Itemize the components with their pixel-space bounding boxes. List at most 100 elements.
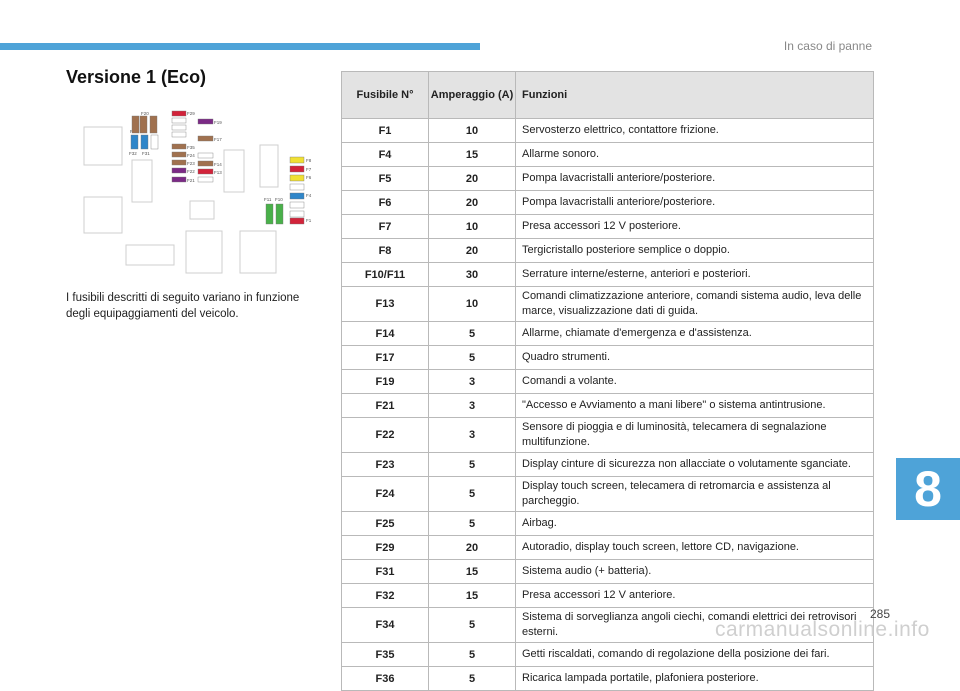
fuse-number-cell: F31: [341, 559, 429, 584]
fuse-number-cell: F5: [341, 166, 429, 191]
fuse-number-cell: F6: [341, 190, 429, 215]
function-cell: Pompa lavacristalli anteriore/posteriore…: [515, 190, 874, 215]
fuse-number-cell: F25: [341, 511, 429, 536]
table-row: F13 10 Comandi climatizzazione anteriore, …: [341, 286, 874, 322]
diagram-label-F1: F1: [306, 218, 312, 223]
function-cell: Airbag.: [515, 511, 874, 536]
fuse-number-cell: F7: [341, 214, 429, 239]
diagram-label-F6: F6: [306, 175, 312, 180]
table-row: F23 5 Display cinture di sicurezza non all…: [341, 452, 874, 477]
diagram-label-F19: F19: [214, 120, 222, 125]
function-cell: Servosterzo elettrico, contattore frizio…: [515, 118, 874, 143]
table-row: F7 10 Presa accessori 12 V posteriore.: [341, 214, 874, 239]
diagram-label-F24: F24: [187, 153, 195, 158]
table-row: F21 3 "Accesso e Avviamento a mani libere"…: [341, 393, 874, 418]
fuse-number-cell: F14: [341, 321, 429, 346]
amperage-cell: 10: [428, 214, 516, 239]
diagram-label-F14: F14: [214, 162, 222, 167]
amperage-cell: 5: [428, 345, 516, 370]
diagram-label-F8: F8: [306, 158, 312, 163]
table-row: F10/F11 30 Serrature interne/esterne, ante…: [341, 262, 874, 287]
diagram-label-F4b: F4: [306, 193, 312, 198]
amperage-cell: 15: [428, 142, 516, 167]
diagram-label-F20: F20: [141, 111, 149, 116]
table-row: F31 15 Sistema audio (+ batteria).: [341, 559, 874, 584]
function-cell: Tergicristallo posteriore semplice o dop…: [515, 238, 874, 263]
function-cell: Getti riscaldati, comando di regolazione…: [515, 642, 874, 667]
fuse-number-cell: F35: [341, 642, 429, 667]
diagram-label-F35: F35: [187, 145, 195, 150]
diagram-label-F11: F11: [264, 197, 272, 202]
diagram-label-F7: F7: [306, 167, 312, 172]
fuse-description: I fusibili descritti di seguito variano …: [66, 292, 300, 320]
fuse-number-cell: F1: [341, 118, 429, 143]
amperage-cell: 20: [428, 166, 516, 191]
diagram-label-F31: F31: [142, 151, 150, 156]
top-accent-bar: [0, 43, 480, 50]
page-title: Versione 1 (Eco): [66, 67, 207, 87]
function-cell: Presa accessori 12 V anteriore.: [515, 583, 874, 608]
diagram-label-F22: F22: [187, 169, 195, 174]
amperage-cell: 5: [428, 321, 516, 346]
header-functions: Funzioni: [515, 71, 874, 119]
fuse-number-cell: F13: [341, 286, 429, 322]
function-cell: Comandi a volante.: [515, 369, 874, 394]
fuse-number-cell: F17: [341, 345, 429, 370]
table-row: F4 15 Allarme sonoro.: [341, 142, 874, 167]
amperage-cell: 3: [428, 393, 516, 418]
function-cell: Serrature interne/esterne, anteriori e p…: [515, 262, 874, 287]
function-cell: Ricarica lampada portatile, plafoniera p…: [515, 666, 874, 691]
amperage-cell: 15: [428, 559, 516, 584]
function-cell: Autoradio, display touch screen, lettore…: [515, 535, 874, 560]
watermark: carmanualsonline.info: [715, 618, 930, 641]
page-number: 285: [869, 607, 890, 621]
table-row: F6 20 Pompa lavacristalli anteriore/poster…: [341, 190, 874, 215]
function-cell: Allarme, chiamate d'emergenza e d'assist…: [515, 321, 874, 346]
fuse-number-cell: F19: [341, 369, 429, 394]
table-row: F22 3 Sensore di pioggia e di luminosità, …: [341, 417, 874, 453]
fuse-box-diagram: F20 F16 F4 F32 F31 F29 F19 F17 F35 F24 F…: [83, 110, 312, 274]
table-row: F17 5 Quadro strumenti.: [341, 345, 874, 370]
diagram-label-F17: F17: [214, 137, 222, 142]
amperage-cell: 5: [428, 607, 516, 643]
table-row: F35 5 Getti riscaldati, comando di regolaz…: [341, 642, 874, 667]
function-cell: Quadro strumenti.: [515, 345, 874, 370]
table-row: F8 20 Tergicristallo posteriore semplice o…: [341, 238, 874, 263]
diagram-label-F29: F29: [187, 111, 195, 116]
function-cell: Comandi climatizzazione anteriore, coman…: [515, 286, 874, 322]
amperage-cell: 10: [428, 118, 516, 143]
table-row: F1 10 Servosterzo elettrico, contattore fr…: [341, 118, 874, 143]
function-cell: "Accesso e Avviamento a mani libere" o s…: [515, 393, 874, 418]
amperage-cell: 20: [428, 238, 516, 263]
fuse-table-body: F1 10 Servosterzo elettrico, contattore fr…: [341, 118, 874, 691]
fuse-number-cell: F24: [341, 476, 429, 512]
function-cell: Display cinture di sicurezza non allacci…: [515, 452, 874, 477]
function-cell: Sensore di pioggia e di luminosità, tele…: [515, 417, 874, 453]
amperage-cell: 20: [428, 535, 516, 560]
amperage-cell: 30: [428, 262, 516, 287]
table-row: F24 5 Display touch screen, telecamera di …: [341, 476, 874, 512]
fuse-number-cell: F32: [341, 583, 429, 608]
amperage-cell: 5: [428, 476, 516, 512]
amperage-cell: 5: [428, 642, 516, 667]
function-cell: Sistema di sorveglianza angoli ciechi, c…: [515, 607, 874, 643]
amperage-cell: 10: [428, 286, 516, 322]
table-row: F19 3 Comandi a volante.: [341, 369, 874, 394]
table-row: F25 5 Airbag.: [341, 511, 874, 536]
table-row: F14 5 Allarme, chiamate d'emergenza e d'as…: [341, 321, 874, 346]
fuse-number-cell: F36: [341, 666, 429, 691]
table-row: F32 15 Presa accessori 12 V anteriore.: [341, 583, 874, 608]
diagram-label-F32: F32: [129, 151, 137, 156]
table-row: F29 20 Autoradio, display touch screen, le…: [341, 535, 874, 560]
function-cell: Pompa lavacristalli anteriore/posteriore…: [515, 166, 874, 191]
section-title: In caso di panne: [783, 39, 872, 53]
function-cell: Display touch screen, telecamera di retr…: [515, 476, 874, 512]
fuse-number-cell: F4: [341, 142, 429, 167]
fuse-number-cell: F21: [341, 393, 429, 418]
header-amperage: Amperaggio (A): [428, 71, 516, 119]
fuse-table: Fusibile N° Amperaggio (A) Funzioni F1 10…: [341, 71, 874, 691]
header-fuse-number: Fusibile N°: [341, 71, 429, 119]
amperage-cell: 3: [428, 369, 516, 394]
fuse-number-cell: F10/F11: [341, 262, 429, 287]
table-row: F36 5 Ricarica lampada portatile, plafonie…: [341, 666, 874, 691]
